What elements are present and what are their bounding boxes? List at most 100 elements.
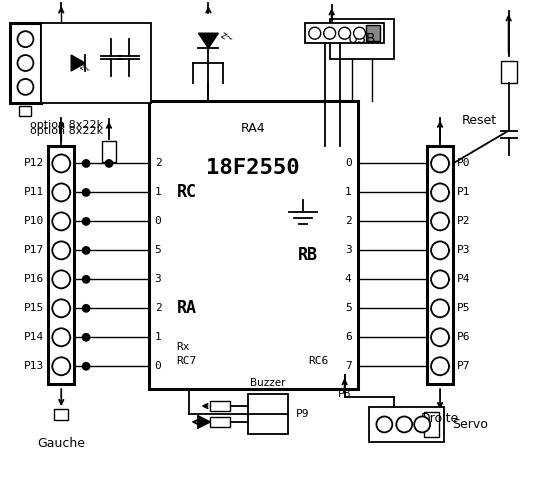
Text: RC: RC bbox=[176, 183, 196, 202]
Text: 5: 5 bbox=[155, 245, 161, 255]
Text: USB: USB bbox=[348, 32, 376, 46]
Text: 6: 6 bbox=[345, 332, 352, 342]
Circle shape bbox=[431, 300, 449, 317]
Bar bbox=[248, 394, 288, 434]
Circle shape bbox=[309, 27, 321, 39]
Circle shape bbox=[53, 300, 70, 317]
Bar bbox=[102, 141, 116, 162]
Text: 2: 2 bbox=[155, 158, 161, 168]
Circle shape bbox=[53, 183, 70, 202]
Text: 1: 1 bbox=[345, 187, 352, 197]
Circle shape bbox=[53, 357, 70, 375]
Circle shape bbox=[324, 27, 336, 39]
Text: 7: 7 bbox=[345, 361, 352, 371]
Bar bbox=[210, 401, 230, 411]
Text: 5: 5 bbox=[345, 303, 352, 313]
Text: P17: P17 bbox=[24, 245, 44, 255]
Text: P0: P0 bbox=[457, 158, 471, 168]
Text: Reset: Reset bbox=[462, 114, 497, 127]
Circle shape bbox=[82, 189, 90, 196]
Bar bbox=[48, 145, 74, 384]
Text: RA: RA bbox=[176, 300, 196, 317]
Text: 0: 0 bbox=[345, 158, 352, 168]
Bar bbox=[369, 407, 444, 442]
Polygon shape bbox=[71, 55, 85, 71]
Bar bbox=[500, 61, 517, 83]
Text: 1: 1 bbox=[155, 332, 161, 342]
Text: 2: 2 bbox=[155, 303, 161, 313]
Text: RC7: RC7 bbox=[176, 356, 197, 366]
Text: P5: P5 bbox=[457, 303, 471, 313]
Circle shape bbox=[431, 183, 449, 202]
Bar bbox=[330, 19, 394, 59]
Bar bbox=[427, 145, 453, 384]
Circle shape bbox=[414, 417, 430, 432]
Circle shape bbox=[431, 241, 449, 259]
Bar bbox=[19, 106, 32, 116]
Text: option 8x22k: option 8x22k bbox=[30, 120, 103, 130]
Text: P12: P12 bbox=[24, 158, 44, 168]
Text: Buzzer: Buzzer bbox=[251, 378, 286, 388]
Bar bbox=[51, 31, 71, 44]
Circle shape bbox=[18, 31, 33, 47]
Text: 0: 0 bbox=[155, 216, 161, 227]
Text: P1: P1 bbox=[457, 187, 471, 197]
Polygon shape bbox=[199, 33, 218, 48]
Bar bbox=[367, 25, 380, 41]
Circle shape bbox=[53, 328, 70, 346]
Text: 2: 2 bbox=[345, 216, 352, 227]
Circle shape bbox=[431, 328, 449, 346]
Circle shape bbox=[377, 417, 392, 432]
Text: P8: P8 bbox=[338, 389, 351, 399]
Text: P7: P7 bbox=[457, 361, 471, 371]
Circle shape bbox=[82, 160, 90, 167]
Polygon shape bbox=[199, 416, 210, 428]
Circle shape bbox=[82, 334, 90, 341]
Text: P15: P15 bbox=[24, 303, 44, 313]
Text: P11: P11 bbox=[24, 187, 44, 197]
Text: P6: P6 bbox=[457, 332, 471, 342]
Circle shape bbox=[53, 213, 70, 230]
Bar bbox=[305, 23, 384, 43]
Bar bbox=[210, 417, 230, 427]
Circle shape bbox=[53, 241, 70, 259]
Text: z~: z~ bbox=[78, 61, 92, 75]
Circle shape bbox=[431, 270, 449, 288]
Text: P14: P14 bbox=[24, 332, 44, 342]
Text: RA4: RA4 bbox=[241, 122, 265, 135]
Text: P4: P4 bbox=[457, 275, 471, 284]
Text: 0: 0 bbox=[155, 361, 161, 371]
Circle shape bbox=[353, 27, 366, 39]
Circle shape bbox=[431, 357, 449, 375]
Text: 4: 4 bbox=[345, 275, 352, 284]
Text: P9: P9 bbox=[296, 409, 310, 419]
Circle shape bbox=[106, 160, 112, 167]
Text: 18F2550: 18F2550 bbox=[206, 158, 300, 179]
Text: P10: P10 bbox=[24, 216, 44, 227]
Circle shape bbox=[82, 276, 90, 283]
Text: P13: P13 bbox=[24, 361, 44, 371]
Text: RB: RB bbox=[298, 246, 318, 264]
Text: Gauche: Gauche bbox=[37, 437, 85, 450]
Circle shape bbox=[431, 155, 449, 172]
Bar bbox=[149, 101, 358, 389]
Text: 3: 3 bbox=[345, 245, 352, 255]
Text: Servo: Servo bbox=[452, 418, 488, 431]
Circle shape bbox=[53, 270, 70, 288]
Text: z~: z~ bbox=[218, 31, 234, 46]
Text: 1: 1 bbox=[155, 187, 161, 197]
Circle shape bbox=[18, 55, 33, 71]
Text: P2: P2 bbox=[457, 216, 471, 227]
Circle shape bbox=[338, 27, 351, 39]
Text: 3: 3 bbox=[155, 275, 161, 284]
Bar bbox=[424, 412, 439, 437]
Bar bbox=[54, 409, 68, 420]
Text: P16: P16 bbox=[24, 275, 44, 284]
Bar bbox=[41, 23, 151, 103]
Text: Droite: Droite bbox=[421, 412, 459, 425]
Text: option 8x22k: option 8x22k bbox=[30, 126, 103, 136]
Text: RC6: RC6 bbox=[308, 356, 328, 366]
Circle shape bbox=[18, 79, 33, 95]
Circle shape bbox=[82, 305, 90, 312]
Text: P3: P3 bbox=[457, 245, 471, 255]
